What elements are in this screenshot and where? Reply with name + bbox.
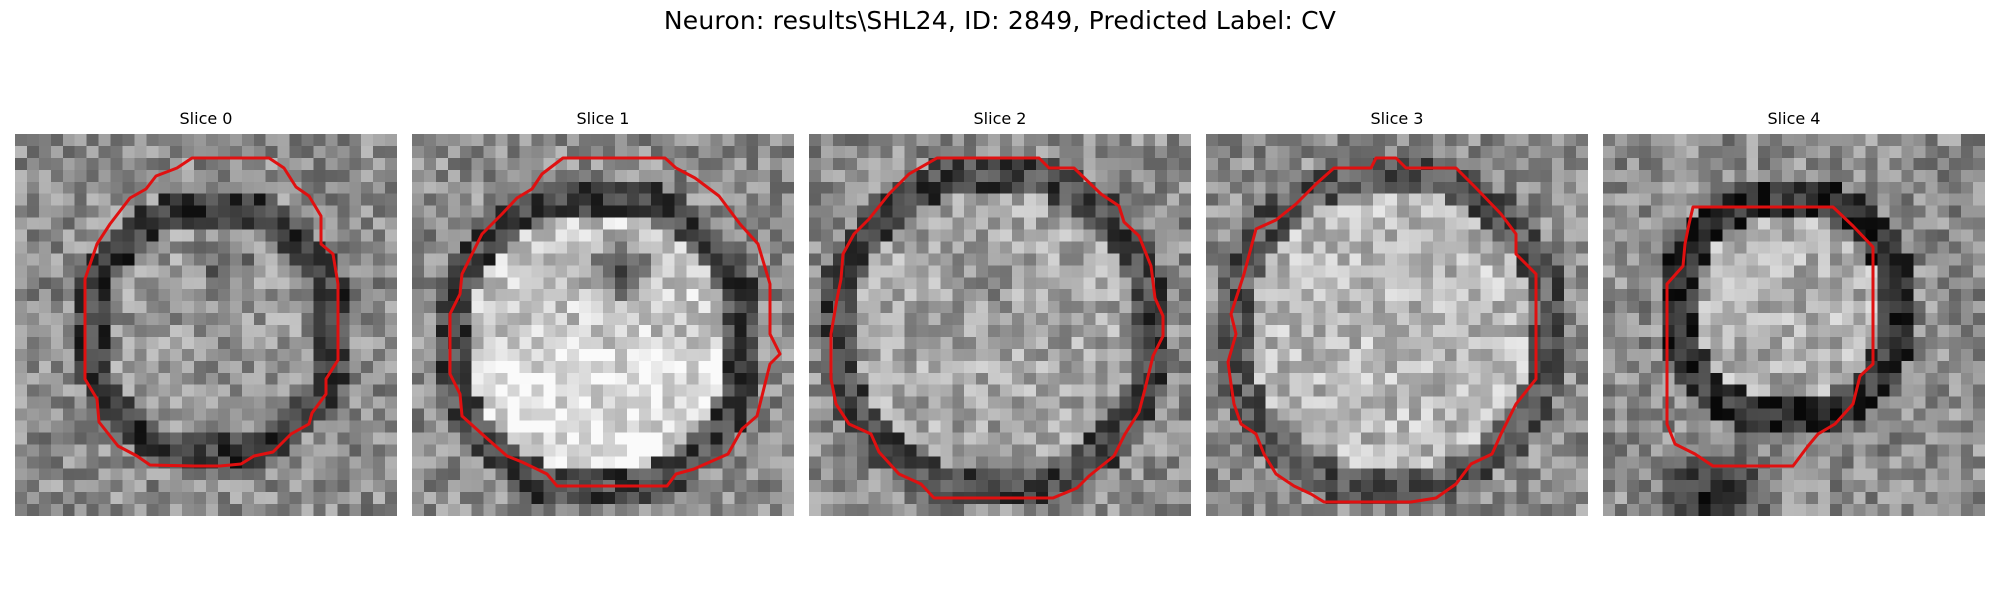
- slice-outline-4: [1665, 205, 1875, 468]
- slice-title-2: Slice 2: [973, 109, 1027, 128]
- slice-title-1: Slice 1: [576, 109, 630, 128]
- slice-panel-4: Slice 4: [1603, 108, 1985, 516]
- cell-contour-1: [448, 156, 782, 488]
- slice-title-0: Slice 0: [179, 109, 233, 128]
- slice-outline-3: [1226, 156, 1538, 504]
- cell-contour-2: [829, 156, 1165, 500]
- cell-contour-3: [1226, 156, 1538, 504]
- slice-outline-0: [83, 156, 340, 468]
- slice-panel-3: Slice 3: [1206, 108, 1588, 516]
- slice-outline-2: [829, 156, 1165, 500]
- slice-image-0: [15, 134, 397, 516]
- figure-title: Neuron: results\SHL24, ID: 2849, Predict…: [663, 6, 1337, 35]
- slice-title-3: Slice 3: [1370, 109, 1424, 128]
- slice-image-3: [1206, 134, 1588, 516]
- slice-panel-1: Slice 1: [412, 108, 794, 516]
- slice-panel-2: Slice 2: [809, 108, 1191, 516]
- slice-title-4: Slice 4: [1767, 109, 1821, 128]
- cell-contour-0: [83, 156, 340, 468]
- slice-outline-1: [448, 156, 782, 488]
- slice-panel-0: Slice 0: [15, 108, 397, 516]
- cell-contour-4: [1665, 205, 1875, 468]
- slice-image-2: [809, 134, 1191, 516]
